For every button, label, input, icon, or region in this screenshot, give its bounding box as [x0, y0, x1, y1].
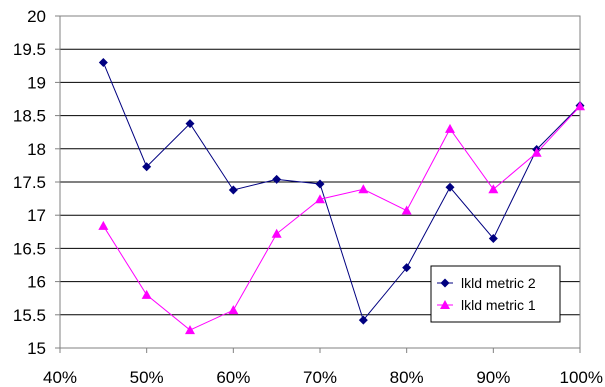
- data-point: [488, 184, 499, 194]
- legend-marker: [440, 278, 450, 288]
- x-tick-label: 60%: [216, 368, 250, 387]
- x-tick-label: 90%: [476, 368, 510, 387]
- series-layer: [98, 57, 585, 335]
- series-line: [102, 105, 581, 331]
- data-point: [445, 123, 455, 133]
- y-tick-label: 19: [27, 73, 46, 92]
- y-tick-label: 18.5: [13, 107, 46, 126]
- data-point: [141, 289, 152, 299]
- y-tick-label: 16.5: [13, 239, 46, 258]
- y-axis-tick-labels: 15 15.5 16 16.5 17 17.5 18 18.5 19 19.5 20: [13, 7, 60, 358]
- data-point: [488, 233, 498, 243]
- data-point: [315, 194, 325, 204]
- y-tick-label: 19.5: [13, 40, 46, 59]
- legend-item-2: lkld metric 1: [437, 297, 536, 313]
- series-2: [98, 101, 585, 335]
- legend-label: lkld metric 2: [461, 275, 536, 291]
- data-point: [271, 228, 282, 238]
- data-point: [228, 185, 238, 195]
- legend-box: [430, 265, 561, 323]
- data-point: [185, 119, 195, 129]
- legend: lkld metric 2 lkld metric 1: [430, 265, 561, 323]
- data-point: [228, 305, 239, 315]
- y-tick-label: 15: [27, 339, 46, 358]
- legend-item-1: lkld metric 2: [437, 275, 536, 291]
- y-tick-label: 17: [27, 206, 46, 225]
- x-tick-label: 70%: [303, 368, 337, 387]
- x-tick-label: 80%: [390, 368, 424, 387]
- y-tick-label: 17.5: [13, 173, 46, 192]
- data-point: [575, 101, 585, 111]
- data-point: [445, 182, 455, 192]
- data-point: [315, 179, 325, 189]
- data-point: [185, 325, 195, 335]
- x-tick-label: 40%: [43, 368, 77, 387]
- data-point: [272, 174, 282, 184]
- y-tick-label: 20: [27, 7, 46, 26]
- data-point: [531, 147, 542, 157]
- x-tick-label: 50%: [130, 368, 164, 387]
- data-point: [358, 315, 368, 325]
- y-tick-label: 16: [27, 273, 46, 292]
- data-point: [142, 162, 152, 172]
- series-line: [102, 62, 581, 322]
- data-point: [358, 184, 369, 194]
- x-tick-label: 100%: [560, 368, 603, 387]
- x-axis-tick-labels: 40% 50% 60% 70% 80% 90% 100%: [43, 348, 603, 387]
- y-tick-label: 15.5: [13, 306, 46, 325]
- legend-label: lkld metric 1: [461, 297, 536, 313]
- data-point: [98, 57, 108, 67]
- data-point: [401, 205, 412, 215]
- y-tick-label: 18: [27, 140, 46, 159]
- legend-marker: [440, 300, 450, 309]
- data-point: [98, 220, 109, 230]
- data-point: [402, 263, 412, 273]
